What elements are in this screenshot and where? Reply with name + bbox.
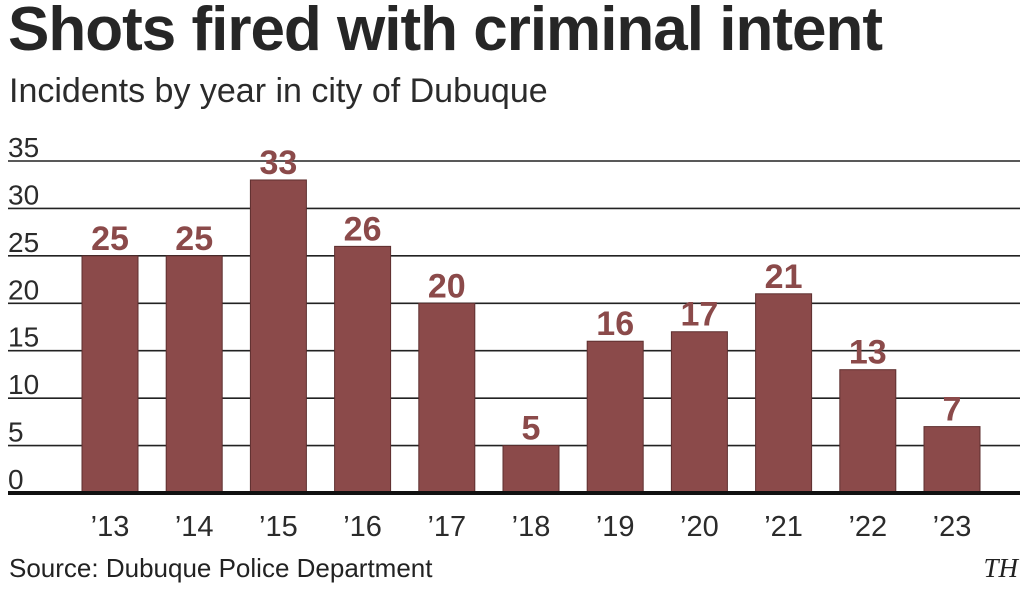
data-label: 20 xyxy=(428,267,466,305)
data-label: 5 xyxy=(522,410,541,448)
bar xyxy=(249,179,307,494)
publisher-credit: TH xyxy=(983,553,1018,583)
bar xyxy=(81,255,139,494)
x-tick-label: ’18 xyxy=(512,511,551,543)
bar xyxy=(502,445,560,494)
bar xyxy=(418,302,476,494)
y-tick-label: 35 xyxy=(8,132,39,163)
x-tick-label: ’13 xyxy=(91,511,130,543)
bar xyxy=(586,340,644,494)
data-label: 25 xyxy=(175,220,213,258)
y-tick-label: 10 xyxy=(8,369,39,400)
x-tick-label: ’19 xyxy=(596,511,635,543)
bar xyxy=(334,245,392,494)
data-label: 25 xyxy=(91,220,129,258)
source-note: Source: Dubuque Police Department xyxy=(9,553,433,583)
data-label: 33 xyxy=(259,144,297,182)
x-tick-label: ’20 xyxy=(680,511,719,543)
x-tick-label: ’21 xyxy=(764,511,803,543)
x-tick-label: ’14 xyxy=(175,511,214,543)
x-tick-label: ’17 xyxy=(427,511,466,543)
chart-subtitle: Incidents by year in city of Dubuque xyxy=(9,72,548,110)
data-label: 13 xyxy=(849,334,887,372)
data-label: 16 xyxy=(596,305,634,343)
bar xyxy=(839,369,897,494)
y-tick-label: 5 xyxy=(8,417,24,448)
bar xyxy=(923,426,981,494)
bar xyxy=(755,293,813,494)
data-label: 21 xyxy=(765,258,803,296)
y-tick-label: 0 xyxy=(8,464,24,495)
x-tick-label: ’22 xyxy=(848,511,887,543)
bar xyxy=(165,255,223,494)
chart-title: Shots fired with criminal intent xyxy=(8,0,883,64)
y-tick-label: 20 xyxy=(8,274,39,305)
data-label: 26 xyxy=(344,210,382,248)
bar xyxy=(670,331,728,494)
x-tick-label: ’16 xyxy=(343,511,382,543)
x-tick-label: ’15 xyxy=(259,511,298,543)
x-tick-label: ’23 xyxy=(933,511,972,543)
y-tick-label: 15 xyxy=(8,322,39,353)
data-label: 17 xyxy=(680,296,718,334)
data-label: 7 xyxy=(943,391,962,429)
y-tick-label: 30 xyxy=(8,179,39,210)
y-tick-label: 25 xyxy=(8,227,39,258)
